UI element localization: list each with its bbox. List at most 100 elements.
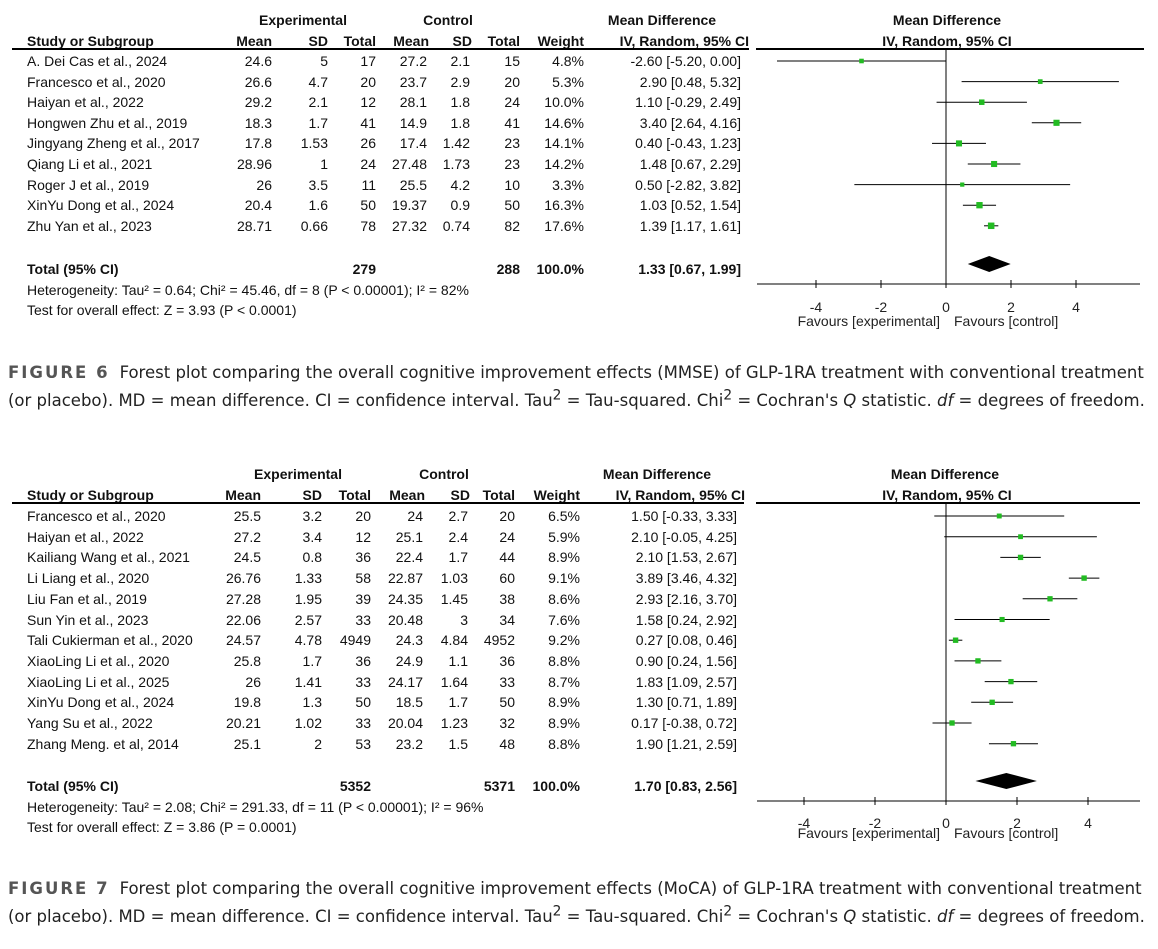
fig7-caption-label: FIGURE 7 bbox=[8, 879, 110, 898]
fig7-row-c-total: 36 bbox=[499, 652, 515, 669]
fig6-row-e-sd: 3.5 bbox=[308, 176, 328, 193]
fig6-row-c-mean: 14.9 bbox=[399, 114, 427, 131]
fig6-row-e-total: 50 bbox=[360, 197, 376, 214]
fig6-pooled-diamond bbox=[967, 256, 1011, 272]
fig7-row-weight: 9.1% bbox=[548, 570, 580, 587]
fig7-row-c-total: 33 bbox=[499, 673, 515, 690]
fig6-tick-label: -4 bbox=[810, 299, 823, 315]
fig6-total-label: Total (95% CI) bbox=[27, 261, 119, 277]
fig6-row-c-sd: 0.74 bbox=[442, 217, 470, 234]
fig7-row-c-sd: 1.23 bbox=[440, 715, 468, 731]
fig7-row-study: Francesco et al., 2020 bbox=[27, 508, 166, 524]
fig7-row-weight: 8.6% bbox=[548, 590, 580, 607]
fig6-row-c-sd: 2.9 bbox=[450, 73, 470, 90]
fig7-row-weight: 9.2% bbox=[548, 632, 580, 649]
fig6-plot-title: Mean Difference bbox=[892, 12, 1002, 28]
fig7-row-e-sd: 1.3 bbox=[302, 694, 322, 711]
fig7-study-marker bbox=[1018, 534, 1023, 540]
fig6-row-study: Haiyan et al., 2022 bbox=[27, 94, 144, 111]
fig7-row-c-mean: 24.9 bbox=[395, 652, 423, 669]
fig7-header-rule bbox=[12, 502, 744, 504]
fig7-favours-experimental: Favours [experimental] bbox=[798, 825, 940, 841]
fig7-total-ci: 1.70 [0.83, 2.56] bbox=[634, 778, 737, 794]
fig7-row-e-total: 39 bbox=[355, 590, 371, 607]
fig6-row-c-total: 20 bbox=[504, 73, 520, 90]
fig7-row-e-total: 58 bbox=[355, 570, 371, 587]
fig6-row-e-mean: 29.2 bbox=[244, 94, 272, 111]
fig6-row-e-sd: 1.53 bbox=[300, 135, 328, 152]
fig6-study-marker bbox=[1037, 79, 1043, 84]
fig6-plot-header-rule bbox=[756, 48, 1144, 50]
fig6-overall-effect: Test for overall effect: Z = 3.93 (P < 0… bbox=[27, 302, 297, 318]
fig7-row-e-total: 33 bbox=[355, 673, 371, 690]
fig6-row-c-sd: 4.2 bbox=[450, 176, 470, 193]
fig7-row-study: XinYu Dong et al., 2024 bbox=[27, 694, 175, 711]
fig6-row-c-total: 24 bbox=[504, 94, 520, 111]
fig7-plot-header-rule bbox=[756, 502, 1140, 504]
fig7-row-c-sd: 4.84 bbox=[440, 632, 468, 649]
fig7-row-e-total: 12 bbox=[355, 528, 371, 545]
fig7-row-c-sd: 1.5 bbox=[448, 735, 468, 752]
fig7-caption: FIGURE 7 Forest plot comparing the overal… bbox=[8, 878, 1148, 928]
fig6-total-weight: 100.0% bbox=[536, 261, 584, 277]
fig7-row-e-total: 50 bbox=[355, 694, 371, 711]
fig7-row-study: XiaoLing Li et al., 2025 bbox=[27, 673, 170, 690]
fig6-row-ci: 3.40 [2.64, 4.16] bbox=[639, 114, 741, 131]
fig6-col-weight: Weight bbox=[537, 33, 584, 49]
fig6-row-study: Francesco et al., 2020 bbox=[27, 73, 166, 90]
fig7-row-weight: 6.5% bbox=[548, 508, 580, 524]
fig7-row-e-mean: 27.28 bbox=[225, 590, 261, 607]
fig6-caption-text: Forest plot comparing the overall cognit… bbox=[8, 363, 1145, 410]
fig7-heterogeneity: Heterogeneity: Tau² = 2.08; Chi² = 291.3… bbox=[27, 799, 484, 815]
fig7-col-e-mean: Mean bbox=[225, 487, 261, 503]
fig7-row-study: Tali Cukierman et al., 2020 bbox=[27, 632, 193, 649]
fig7-col-plot-method: IV, Random, 95% CI bbox=[882, 487, 1012, 503]
fig6-total-e: 279 bbox=[352, 261, 376, 277]
fig6-row-study: Qiang Li et al., 2021 bbox=[27, 156, 153, 172]
fig6-row-c-sd: 1.73 bbox=[442, 156, 470, 172]
fig7-row-c-mean: 24 bbox=[407, 508, 423, 524]
fig7-row-study: Liu Fan et al., 2019 bbox=[27, 590, 147, 607]
fig7-study-marker bbox=[996, 513, 1002, 519]
fig7-tick-label: 0 bbox=[942, 815, 950, 831]
fig6-favours-control: Favours [control] bbox=[954, 313, 1058, 329]
fig7-study-marker bbox=[1010, 741, 1017, 747]
fig6-row-e-total: 26 bbox=[360, 135, 376, 152]
fig7-row-ci: 0.90 [0.24, 1.56] bbox=[635, 652, 737, 669]
fig6-row-weight: 3.3% bbox=[552, 176, 584, 193]
fig7-col-c-sd: SD bbox=[450, 487, 470, 503]
fig6-row-e-total: 41 bbox=[360, 114, 376, 131]
fig7-row-e-sd: 0.8 bbox=[302, 549, 322, 566]
fig6-study-marker bbox=[955, 140, 963, 147]
fig7-tick-label: 2 bbox=[1013, 815, 1021, 831]
fig7-row-e-mean: 26 bbox=[245, 673, 261, 690]
fig7-row-c-mean: 18.5 bbox=[395, 694, 423, 711]
fig7-study-marker bbox=[999, 616, 1005, 623]
fig7-row-e-total: 33 bbox=[355, 715, 371, 731]
fig7-row-e-sd: 1.95 bbox=[294, 590, 322, 607]
fig7-row-e-mean: 25.8 bbox=[233, 652, 261, 669]
fig6-row-ci: 1.39 [1.17, 1.61] bbox=[639, 217, 741, 234]
fig7-study-marker bbox=[1081, 575, 1087, 581]
fig6-row-e-mean: 20.4 bbox=[244, 197, 272, 214]
fig6-col-c-mean: Mean bbox=[393, 33, 429, 49]
fig6-row-e-total: 78 bbox=[360, 217, 376, 234]
fig7-row-e-sd: 3.2 bbox=[302, 508, 322, 524]
fig6-row-study: Hongwen Zhu et al., 2019 bbox=[27, 114, 188, 131]
fig7-row-ci: 2.10 [-0.05, 4.25] bbox=[631, 528, 737, 545]
fig6-tick-label: -2 bbox=[875, 299, 888, 315]
fig7-row-study: Haiyan et al., 2022 bbox=[27, 528, 144, 545]
fig7-row-ci: 3.89 [3.46, 4.32] bbox=[635, 570, 737, 587]
fig6-row-weight: 14.1% bbox=[544, 135, 584, 152]
fig7-row-c-mean: 24.17 bbox=[387, 673, 423, 690]
fig6-tick-label: 4 bbox=[1072, 299, 1080, 315]
fig7-pooled-diamond bbox=[975, 773, 1037, 789]
fig7-row-weight: 8.9% bbox=[548, 549, 580, 566]
fig7-row-e-mean: 26.76 bbox=[225, 570, 261, 587]
fig6-row-e-sd: 5 bbox=[320, 53, 328, 69]
fig6-total-ci: 1.33 [0.67, 1.99] bbox=[638, 261, 741, 277]
fig7-row-ci: 2.93 [2.16, 3.70] bbox=[635, 590, 737, 607]
fig6-row-ci: -2.60 [-5.20, 0.00] bbox=[630, 53, 741, 69]
fig7-row-c-mean: 20.04 bbox=[387, 715, 423, 731]
fig6-row-c-mean: 28.1 bbox=[399, 94, 427, 111]
